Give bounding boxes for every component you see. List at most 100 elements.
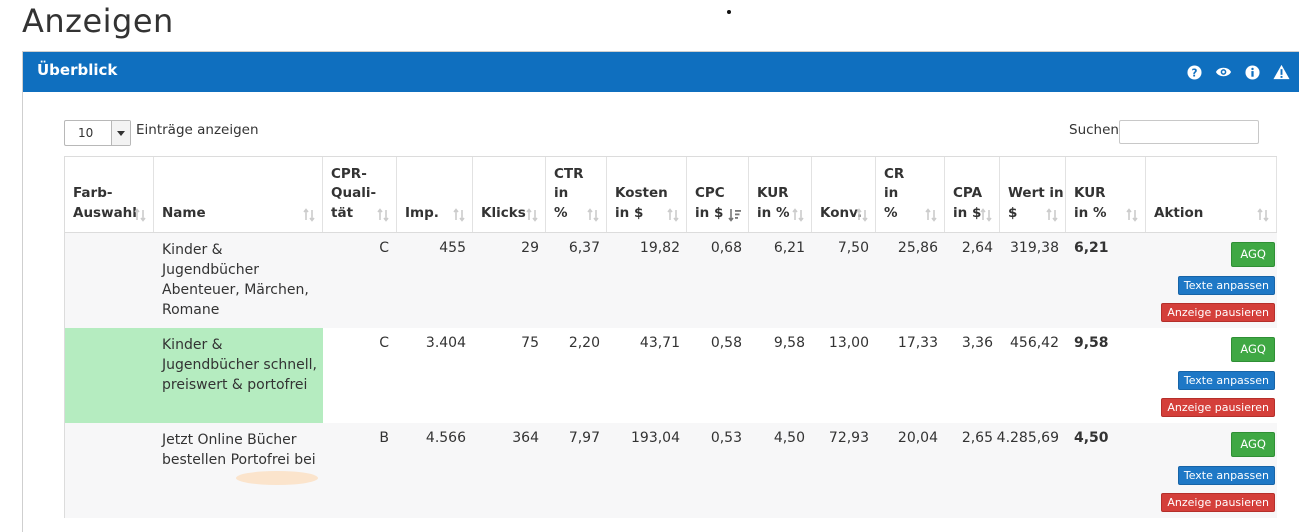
cell-klicks: 29 bbox=[473, 233, 546, 328]
question-icon[interactable]: ? bbox=[1185, 63, 1203, 81]
cell-value-cpa: 3,36 bbox=[961, 335, 993, 351]
sort-icon[interactable] bbox=[302, 207, 316, 222]
sort-desc-icon[interactable] bbox=[728, 207, 742, 222]
cell-value-ctr: 6,37 bbox=[568, 240, 600, 256]
table-row[interactable]: Jetzt Online Bücher bestellen Portofrei … bbox=[65, 423, 1277, 518]
column-header-cr[interactable]: CR in % bbox=[876, 157, 945, 232]
column-header-cpr[interactable]: CPR- Quali- tät bbox=[323, 157, 397, 232]
cell-value-klicks: 29 bbox=[521, 240, 539, 256]
sort-icon[interactable] bbox=[452, 207, 466, 222]
column-header-label: Kosten in $ bbox=[615, 185, 668, 221]
warning-icon[interactable] bbox=[1272, 63, 1290, 81]
page-title: Anzeigen bbox=[22, 2, 174, 40]
column-header-label: Wert in $ bbox=[1008, 185, 1064, 221]
search-input[interactable] bbox=[1119, 120, 1259, 144]
cell-cpc: 0,68 bbox=[687, 233, 749, 328]
cell-konv: 7,50 bbox=[812, 233, 876, 328]
column-header-kur2[interactable]: KUR in % bbox=[1066, 157, 1146, 232]
cell-ctr: 6,37 bbox=[546, 233, 607, 328]
cell-klicks: 75 bbox=[473, 328, 546, 423]
agq-button[interactable]: AGQ bbox=[1231, 432, 1275, 457]
table-row[interactable]: Kinder & Jugendbücher Abenteuer, Märchen… bbox=[65, 233, 1277, 328]
column-header-aktion[interactable]: Aktion bbox=[1146, 157, 1277, 232]
sort-icon[interactable] bbox=[924, 207, 938, 222]
cell-wert: 4.285,69 bbox=[996, 423, 1066, 518]
cell-kur: 4,50 bbox=[749, 423, 812, 518]
cell-kosten: 193,04 bbox=[607, 423, 687, 518]
dot-marker bbox=[727, 10, 731, 14]
sort-icon[interactable] bbox=[525, 207, 539, 222]
sort-icon[interactable] bbox=[1045, 207, 1059, 222]
sort-icon[interactable] bbox=[586, 207, 600, 222]
cell-value-kosten: 193,04 bbox=[631, 430, 680, 446]
pause-ad-button[interactable]: Anzeige pausieren bbox=[1161, 493, 1275, 512]
edit-texts-button[interactable]: Texte anpassen bbox=[1177, 466, 1275, 485]
edit-texts-button[interactable]: Texte anpassen bbox=[1177, 371, 1275, 390]
cell-ctr: 7,97 bbox=[546, 423, 607, 518]
cell-wert: 456,42 bbox=[1000, 328, 1066, 423]
cell-cpa: 2,65 bbox=[945, 423, 1000, 518]
pause-ad-button[interactable]: Anzeige pausieren bbox=[1161, 398, 1275, 417]
cell-value-imp: 455 bbox=[439, 240, 466, 256]
eye-icon[interactable] bbox=[1214, 63, 1232, 81]
cell-value-konv: 72,93 bbox=[828, 430, 869, 446]
cell-imp: 455 bbox=[397, 233, 473, 328]
column-header-label: CPC in $ bbox=[695, 185, 725, 221]
sort-icon[interactable] bbox=[666, 207, 680, 222]
column-header-klicks[interactable]: Klicks bbox=[473, 157, 546, 232]
cell-imp: 3.404 bbox=[397, 328, 473, 423]
sort-icon[interactable] bbox=[1125, 207, 1139, 222]
cell-kur2: 6,21 bbox=[1066, 233, 1146, 328]
sort-icon[interactable] bbox=[791, 207, 805, 222]
cell-cr: 25,86 bbox=[876, 233, 945, 328]
column-header-konv[interactable]: Konv. bbox=[812, 157, 876, 232]
cell-klicks: 364 bbox=[473, 423, 546, 518]
header-icons: ? bbox=[1185, 63, 1290, 81]
sort-icon[interactable] bbox=[376, 207, 390, 222]
cell-value-konv: 7,50 bbox=[837, 240, 869, 256]
column-header-ctr[interactable]: CTR in % bbox=[546, 157, 607, 232]
cell-value-kosten: 43,71 bbox=[639, 335, 680, 351]
cell-value-kur: 4,50 bbox=[773, 430, 805, 446]
cell-value-kosten: 19,82 bbox=[639, 240, 680, 256]
entries-length-select[interactable]: 10 bbox=[64, 120, 131, 146]
action-cell: AGQ Texte anpassen Anzeige pausieren bbox=[1146, 423, 1277, 518]
agq-button[interactable]: AGQ bbox=[1231, 337, 1275, 362]
column-header-wert[interactable]: Wert in $ bbox=[1000, 157, 1066, 232]
cell-value-cr: 17,33 bbox=[897, 335, 938, 351]
cell-kosten: 19,82 bbox=[607, 233, 687, 328]
column-header-imp[interactable]: Imp. bbox=[397, 157, 473, 232]
info-icon[interactable] bbox=[1243, 63, 1261, 81]
sort-icon[interactable] bbox=[133, 207, 147, 222]
column-header-label: KUR in % bbox=[1074, 185, 1107, 221]
panel-title: Überblick bbox=[37, 61, 118, 79]
cell-kur: 6,21 bbox=[749, 233, 812, 328]
agq-button[interactable]: AGQ bbox=[1231, 242, 1275, 267]
column-header-label: Farb- Auswahl bbox=[73, 185, 137, 221]
column-header-kosten[interactable]: Kosten in $ bbox=[607, 157, 687, 232]
pause-ad-button[interactable]: Anzeige pausieren bbox=[1161, 303, 1275, 322]
cell-value-wert: 4.285,69 bbox=[996, 430, 1059, 446]
sort-icon[interactable] bbox=[855, 207, 869, 222]
cell-cr: 20,04 bbox=[876, 423, 945, 518]
chevron-down-icon[interactable] bbox=[111, 121, 130, 145]
table-row[interactable]: Kinder & Jugendbücher schnell, preiswert… bbox=[65, 328, 1277, 423]
column-header-cpa[interactable]: CPA in $ bbox=[945, 157, 1000, 232]
cell-value-imp: 4.566 bbox=[425, 430, 466, 446]
cell-value-kur2: 6,21 bbox=[1074, 240, 1109, 256]
cell-value-imp: 3.404 bbox=[425, 335, 466, 351]
column-header-cpc[interactable]: CPC in $ bbox=[687, 157, 749, 232]
sort-icon[interactable] bbox=[979, 207, 993, 222]
column-header-color[interactable]: Farb- Auswahl bbox=[65, 157, 154, 232]
cell-wert: 319,38 bbox=[1000, 233, 1066, 328]
svg-text:?: ? bbox=[1191, 67, 1197, 79]
cell-cr: 17,33 bbox=[876, 328, 945, 423]
sort-icon[interactable] bbox=[1256, 207, 1270, 222]
column-header-name[interactable]: Name bbox=[154, 157, 323, 232]
cell-value-cr: 20,04 bbox=[897, 430, 938, 446]
action-cell: AGQ Texte anpassen Anzeige pausieren bbox=[1146, 328, 1277, 423]
column-header-kur[interactable]: KUR in % bbox=[749, 157, 812, 232]
column-header-label: Klicks bbox=[481, 204, 526, 221]
search-label: Suchen bbox=[1069, 122, 1119, 138]
edit-texts-button[interactable]: Texte anpassen bbox=[1177, 276, 1275, 295]
